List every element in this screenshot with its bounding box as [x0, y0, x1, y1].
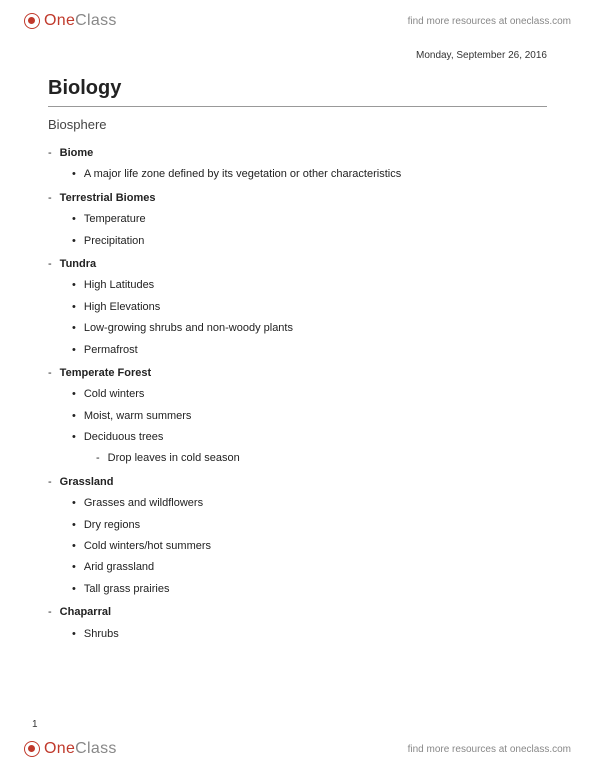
outline-list: -Biome•A major life zone defined by its …	[48, 146, 547, 642]
outline-item-text: Deciduous trees	[84, 431, 164, 443]
dash-marker: -	[48, 606, 52, 618]
outline-item: -Grassland	[48, 475, 547, 490]
outline-item: • Shrubs	[72, 627, 547, 642]
bullet-marker: •	[72, 519, 76, 531]
document-body: Monday, September 26, 2016 Biology Biosp…	[48, 50, 547, 720]
outline-item-text: Grasses and wildflowers	[84, 497, 203, 509]
outline-item: • Arid grassland	[72, 560, 547, 575]
outline-item: • A major life zone defined by its vegeta…	[72, 167, 547, 182]
outline-item-text: Low-growing shrubs and non-woody plants	[84, 322, 293, 334]
outline-item: • Precipitation	[72, 234, 547, 249]
brand-class: Class	[75, 12, 117, 30]
outline-item: • Moist, warm summers	[72, 409, 547, 424]
bullet-marker: •	[72, 388, 76, 400]
outline-item-text: Precipitation	[84, 235, 145, 247]
outline-item: • Tall grass prairies	[72, 582, 547, 597]
outline-item: -Terrestrial Biomes	[48, 191, 547, 206]
bullet-marker: •	[72, 235, 76, 247]
brand-logo-icon	[24, 13, 40, 29]
outline-item: -Drop leaves in cold season	[96, 451, 547, 466]
outline-item: • Cold winters	[72, 387, 547, 402]
outline-item-text: Drop leaves in cold season	[108, 452, 240, 464]
outline-item-text: Cold winters	[84, 388, 145, 400]
outline-item-text: Temperature	[84, 213, 146, 225]
brand-logo-footer: OneClass	[24, 740, 117, 758]
outline-item: • High Latitudes	[72, 278, 547, 293]
outline-item: • Cold winters/hot summers	[72, 539, 547, 554]
brand-logo-icon-footer	[24, 741, 40, 757]
outline-item-text: Tall grass prairies	[84, 583, 170, 595]
header-bar: OneClass find more resources at oneclass…	[0, 6, 595, 36]
brand-logo: OneClass	[24, 12, 117, 30]
outline-item-text: Grassland	[60, 476, 114, 488]
header-tagline: find more resources at oneclass.com	[408, 16, 571, 27]
outline-item-text: Cold winters/hot summers	[84, 540, 211, 552]
bullet-marker: •	[72, 497, 76, 509]
bullet-marker: •	[72, 540, 76, 552]
outline-item-text: High Latitudes	[84, 279, 154, 291]
outline-item-text: High Elevations	[84, 301, 160, 313]
outline-item-text: Chaparral	[60, 606, 111, 618]
outline-item: • Grasses and wildflowers	[72, 496, 547, 511]
brand-one-footer: One	[44, 740, 75, 758]
document-date: Monday, September 26, 2016	[48, 50, 547, 61]
bullet-marker: •	[72, 279, 76, 291]
outline-item: • Deciduous trees	[72, 430, 547, 445]
footer-bar: OneClass find more resources at oneclass…	[0, 734, 595, 764]
outline-item-text: Dry regions	[84, 519, 140, 531]
footer-tagline: find more resources at oneclass.com	[408, 744, 571, 755]
dash-marker: -	[48, 258, 52, 270]
outline-item: • Permafrost	[72, 343, 547, 358]
outline-item: -Chaparral	[48, 605, 547, 620]
outline-item-text: A major life zone defined by its vegetat…	[84, 168, 401, 180]
brand-class-footer: Class	[75, 740, 117, 758]
outline-item-text: Permafrost	[84, 344, 138, 356]
bullet-marker: •	[72, 213, 76, 225]
outline-item-text: Arid grassland	[84, 561, 154, 573]
bullet-marker: •	[72, 628, 76, 640]
outline-item: -Tundra	[48, 257, 547, 272]
outline-item: • Low-growing shrubs and non-woody plants	[72, 321, 547, 336]
bullet-marker: •	[72, 561, 76, 573]
document-title: Biology	[48, 77, 547, 100]
bullet-marker: •	[72, 583, 76, 595]
bullet-marker: •	[72, 344, 76, 356]
bullet-marker: •	[72, 168, 76, 180]
outline-item-text: Temperate Forest	[60, 367, 152, 379]
outline-item-text: Tundra	[60, 258, 96, 270]
outline-item-text: Shrubs	[84, 628, 119, 640]
outline-item-text: Biome	[60, 147, 94, 159]
bullet-marker: •	[72, 322, 76, 334]
bullet-marker: •	[72, 301, 76, 313]
title-divider	[48, 106, 547, 107]
outline-item: -Temperate Forest	[48, 366, 547, 381]
outline-item-text: Terrestrial Biomes	[60, 192, 156, 204]
page-number: 1	[32, 719, 38, 730]
document-subtitle: Biosphere	[48, 117, 547, 132]
dash-marker: -	[96, 452, 100, 464]
outline-item: • Temperature	[72, 212, 547, 227]
dash-marker: -	[48, 476, 52, 488]
bullet-marker: •	[72, 410, 76, 422]
outline-item: • High Elevations	[72, 300, 547, 315]
outline-item-text: Moist, warm summers	[84, 410, 192, 422]
brand-one: One	[44, 12, 75, 30]
outline-item: -Biome	[48, 146, 547, 161]
dash-marker: -	[48, 147, 52, 159]
dash-marker: -	[48, 367, 52, 379]
dash-marker: -	[48, 192, 52, 204]
bullet-marker: •	[72, 431, 76, 443]
outline-item: • Dry regions	[72, 518, 547, 533]
